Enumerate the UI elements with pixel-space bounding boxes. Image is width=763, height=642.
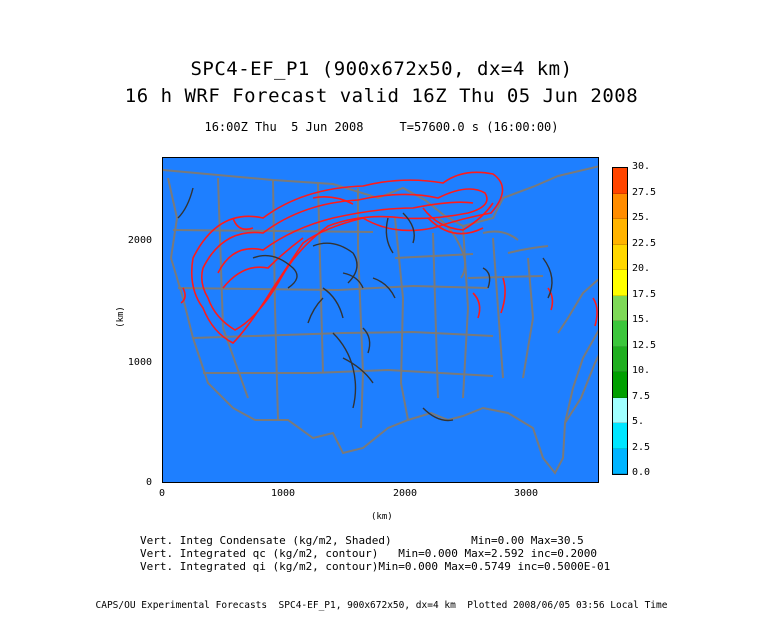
colorbar-label: 22.5 (632, 237, 657, 249)
stats-qc: Vert. Integrated qc (kg/m2, contour) Min… (140, 547, 597, 560)
map-graphics (163, 165, 598, 475)
colorbar-label: 7.5 (632, 390, 651, 402)
x-tick-label: 2000 (392, 488, 418, 499)
colorbar-segment (613, 423, 627, 449)
colorbar-label: 15. (632, 314, 651, 325)
stats-qi: Vert. Integrated qi (kg/m2, contour)Min=… (140, 560, 611, 573)
y-tick-label: 2000 (127, 235, 152, 246)
qi-contours (177, 187, 553, 422)
colorbar-segment (613, 448, 627, 474)
colorbar-label: 17.5 (632, 288, 657, 300)
colorbar-segment (613, 321, 627, 347)
plot-title-line1: SPC4-EF_P1 (900x672x50, dx=4 km) (190, 58, 573, 80)
colorbar-segment (613, 219, 627, 245)
plot-title-line2: 16 h WRF Forecast valid 16Z Thu 05 Jun 2… (124, 85, 639, 107)
colorbar-segment (613, 346, 627, 372)
colorbar-label: 5. (632, 416, 645, 427)
map-boundaries (163, 165, 598, 475)
colorbar-segment (613, 372, 627, 398)
x-tick-label: 1000 (270, 488, 296, 499)
qc-contours (180, 171, 598, 344)
colorbar-label: 10. (632, 365, 651, 376)
colorbar-segment (613, 193, 627, 219)
y-axis-label: (km) (115, 306, 126, 328)
colorbar-label: 25. (632, 212, 651, 223)
colorbar-label: 2.5 (632, 441, 651, 453)
y-tick-label: 1000 (127, 357, 152, 368)
x-tick-label: 3000 (513, 488, 539, 499)
colorbar-segment (613, 244, 627, 270)
colorbar-segment (613, 397, 627, 423)
plot-valid-time: 16:00Z Thu 5 Jun 2008 T=57600.0 s (16:00… (204, 120, 559, 134)
x-tick-label: 0 (158, 488, 166, 499)
colorbar-label: 0.0 (632, 467, 651, 478)
colorbar-label: 20. (632, 263, 651, 274)
colorbar-segment (613, 270, 627, 296)
stats-condensate: Vert. Integ Condensate (kg/m2, Shaded) M… (140, 534, 584, 547)
y-tick-label: 0 (145, 477, 152, 488)
footer-credits: CAPS/OU Experimental Forecasts SPC4-EF_P… (95, 600, 668, 611)
colorbar-segment (613, 295, 627, 321)
forecast-map (162, 157, 599, 483)
colorbar-segment (613, 168, 627, 194)
colorbar-label: 30. (632, 161, 651, 172)
colorbar (612, 167, 628, 475)
colorbar-label: 27.5 (632, 186, 657, 198)
x-axis-label: (km) (371, 512, 393, 522)
colorbar-label: 12.5 (632, 339, 657, 351)
